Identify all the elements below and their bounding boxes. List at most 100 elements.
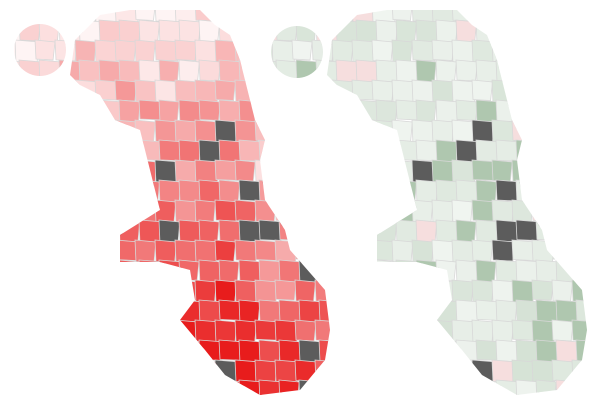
region bbox=[515, 19, 539, 44]
region bbox=[94, 79, 119, 101]
region bbox=[475, 59, 500, 84]
region bbox=[198, 379, 226, 395]
region bbox=[258, 379, 284, 395]
region bbox=[14, 239, 38, 264]
region bbox=[551, 10, 578, 26]
region bbox=[94, 10, 119, 25]
region bbox=[575, 99, 587, 125]
region bbox=[411, 319, 436, 346]
region bbox=[318, 379, 330, 395]
region bbox=[34, 279, 59, 304]
region bbox=[411, 279, 437, 307]
region bbox=[271, 159, 297, 186]
region bbox=[535, 179, 560, 203]
region bbox=[158, 59, 180, 84]
region bbox=[355, 259, 378, 284]
region bbox=[198, 179, 223, 204]
region bbox=[351, 279, 375, 303]
region bbox=[114, 119, 138, 144]
region bbox=[471, 10, 495, 23]
region bbox=[451, 10, 474, 22]
region bbox=[431, 319, 455, 346]
region bbox=[294, 279, 316, 303]
region bbox=[371, 199, 395, 222]
region bbox=[114, 39, 137, 63]
region bbox=[435, 259, 457, 282]
region bbox=[571, 319, 587, 342]
region bbox=[14, 259, 21, 281]
region bbox=[491, 39, 516, 63]
region bbox=[18, 19, 41, 42]
region bbox=[134, 319, 157, 344]
region bbox=[275, 179, 301, 206]
region bbox=[278, 379, 300, 395]
region bbox=[551, 199, 576, 225]
region bbox=[335, 259, 362, 283]
region bbox=[78, 379, 102, 395]
region bbox=[311, 159, 334, 182]
region bbox=[218, 59, 243, 84]
region bbox=[214, 79, 236, 101]
region bbox=[575, 59, 587, 85]
region bbox=[14, 119, 36, 147]
region bbox=[38, 99, 62, 126]
region bbox=[34, 319, 58, 345]
region bbox=[375, 339, 402, 361]
region bbox=[291, 119, 318, 142]
region bbox=[134, 239, 157, 264]
region bbox=[14, 119, 19, 142]
region bbox=[415, 99, 437, 124]
region bbox=[371, 319, 397, 343]
region bbox=[311, 39, 335, 62]
region bbox=[298, 179, 321, 202]
region bbox=[295, 59, 320, 87]
region bbox=[94, 199, 118, 225]
region bbox=[114, 319, 140, 343]
region bbox=[58, 379, 83, 395]
region bbox=[14, 10, 37, 25]
region bbox=[571, 79, 587, 103]
region bbox=[375, 259, 397, 285]
region bbox=[271, 119, 293, 147]
region bbox=[38, 259, 62, 282]
region bbox=[254, 239, 279, 261]
region bbox=[98, 179, 120, 202]
region bbox=[258, 139, 281, 163]
region bbox=[275, 59, 299, 85]
region bbox=[531, 10, 556, 21]
region bbox=[234, 319, 258, 343]
region bbox=[298, 139, 321, 164]
region bbox=[234, 10, 260, 25]
region bbox=[238, 19, 264, 46]
region bbox=[238, 219, 263, 243]
region bbox=[34, 39, 56, 61]
region bbox=[471, 239, 494, 262]
region bbox=[138, 259, 166, 286]
region bbox=[335, 299, 357, 323]
region bbox=[58, 299, 85, 326]
region bbox=[415, 59, 437, 84]
region bbox=[555, 139, 578, 164]
region bbox=[18, 59, 42, 85]
region bbox=[371, 79, 395, 102]
region bbox=[575, 299, 587, 324]
region bbox=[318, 339, 330, 363]
region bbox=[38, 379, 62, 395]
region bbox=[198, 19, 221, 43]
region bbox=[551, 359, 575, 382]
region bbox=[14, 10, 18, 22]
region bbox=[74, 10, 98, 22]
region bbox=[375, 139, 400, 162]
region bbox=[98, 379, 124, 395]
region bbox=[375, 299, 397, 326]
region bbox=[74, 359, 101, 385]
region bbox=[351, 359, 375, 384]
region bbox=[471, 279, 495, 304]
region bbox=[294, 319, 317, 342]
region bbox=[511, 39, 534, 64]
region bbox=[314, 10, 330, 24]
region bbox=[371, 119, 395, 144]
region bbox=[551, 279, 573, 303]
region bbox=[571, 119, 587, 147]
region bbox=[94, 319, 121, 343]
